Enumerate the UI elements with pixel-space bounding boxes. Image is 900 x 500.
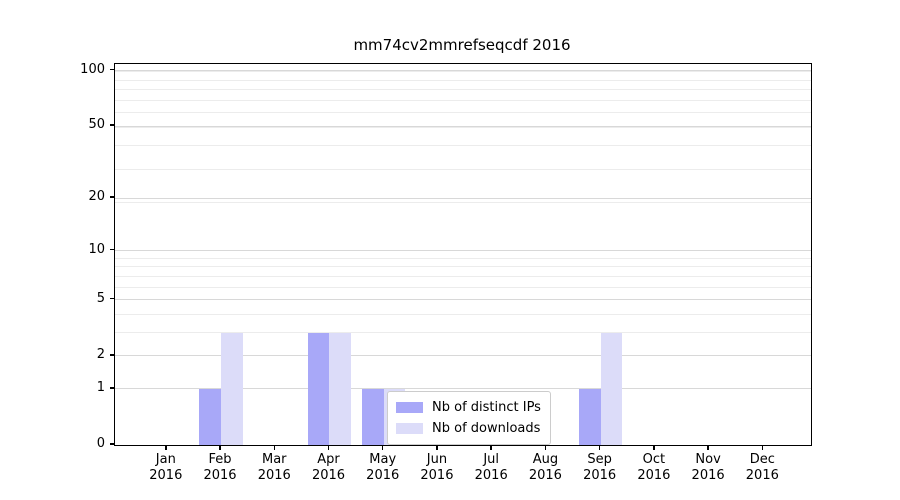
y-axis-tick (109, 248, 114, 251)
bar-distinct-ips (578, 388, 601, 445)
major-gridline (115, 388, 811, 390)
x-axis-tick-label: May 2016 (366, 452, 400, 483)
x-axis-tick (490, 445, 492, 450)
legend: Nb of distinct IPs Nb of downloads (387, 391, 551, 445)
legend-swatch-distinct-ips (396, 402, 423, 413)
chart-title: mm74cv2mmrefseqcdf 2016 (353, 36, 571, 54)
x-axis-tick-label: Aug 2016 (528, 452, 562, 483)
minor-gridline (115, 313, 811, 315)
x-axis-tick-label: Jun 2016 (420, 452, 454, 483)
x-axis-tick-label: Sep 2016 (583, 452, 617, 483)
major-gridline (115, 355, 811, 357)
y-axis-tick (109, 387, 114, 389)
minor-gridline (115, 286, 811, 288)
bar-downloads (600, 332, 623, 445)
bar-downloads (221, 332, 243, 445)
y-axis-tick-label: 20 (88, 189, 105, 205)
major-gridline (115, 197, 811, 199)
bar-downloads (329, 332, 352, 445)
y-axis-tick (109, 124, 114, 126)
x-axis-tick-label: Feb 2016 (203, 452, 237, 483)
x-axis-tick (273, 445, 275, 450)
x-axis-tick (381, 445, 384, 450)
x-axis-tick (598, 445, 601, 450)
x-axis-tick (327, 445, 330, 450)
x-axis-tick (544, 445, 547, 450)
minor-gridline (115, 145, 811, 147)
y-axis-tick (109, 354, 114, 356)
y-axis-tick-label: 100 (80, 61, 105, 77)
x-axis-tick (707, 445, 709, 450)
x-axis-tick (165, 445, 167, 450)
x-axis-tick-label: Nov 2016 (691, 452, 725, 483)
y-axis-tick (109, 68, 114, 71)
x-axis-tick (219, 445, 221, 450)
plot-area: Nb of distinct IPs Nb of downloads (114, 63, 812, 446)
minor-gridline (115, 99, 811, 101)
x-axis-tick (761, 445, 764, 450)
major-gridline (115, 125, 811, 127)
legend-label-downloads: Nb of downloads (432, 421, 541, 436)
x-axis-tick (436, 445, 438, 450)
minor-gridline (115, 71, 811, 72)
major-gridline (115, 70, 811, 72)
minor-gridline (115, 89, 811, 91)
y-axis-tick-label: 50 (88, 117, 105, 133)
y-axis-tick (109, 196, 114, 198)
bar-distinct-ips (362, 388, 384, 445)
x-axis-tick-label: Dec 2016 (745, 452, 779, 483)
y-axis-tick (109, 297, 114, 300)
x-axis-tick-label: Jan 2016 (149, 452, 183, 483)
y-axis-tick-label: 0 (96, 436, 105, 451)
minor-gridline (115, 266, 811, 268)
major-gridline (115, 299, 811, 301)
x-axis-tick-label: Jul 2016 (474, 452, 508, 483)
y-axis-tick (109, 443, 114, 445)
x-axis-tick-label: Apr 2016 (311, 452, 346, 483)
x-axis-tick-label: Oct 2016 (637, 452, 671, 483)
bar-distinct-ips (199, 388, 222, 445)
major-gridline (115, 250, 811, 252)
minor-gridline (115, 112, 811, 114)
legend-swatch-downloads (396, 423, 423, 434)
minor-gridline (115, 201, 811, 203)
x-axis-tick (653, 445, 655, 450)
legend-entry-downloads: Nb of downloads (396, 418, 541, 439)
minor-gridline (115, 127, 811, 129)
bar-distinct-ips (307, 332, 330, 445)
minor-gridline (115, 168, 811, 170)
legend-entry-distinct-ips: Nb of distinct IPs (396, 397, 541, 418)
minor-gridline (115, 332, 811, 334)
legend-label-distinct-ips: Nb of distinct IPs (432, 400, 541, 415)
x-axis-tick-label: Mar 2016 (257, 452, 291, 483)
y-axis-tick-label: 2 (96, 346, 105, 362)
minor-gridline (115, 257, 811, 259)
y-axis-tick-label: 10 (88, 241, 105, 257)
y-axis-tick-label: 5 (96, 290, 105, 306)
y-axis-tick-label: 1 (96, 379, 105, 395)
minor-gridline (115, 79, 811, 81)
minor-gridline (115, 275, 811, 277)
